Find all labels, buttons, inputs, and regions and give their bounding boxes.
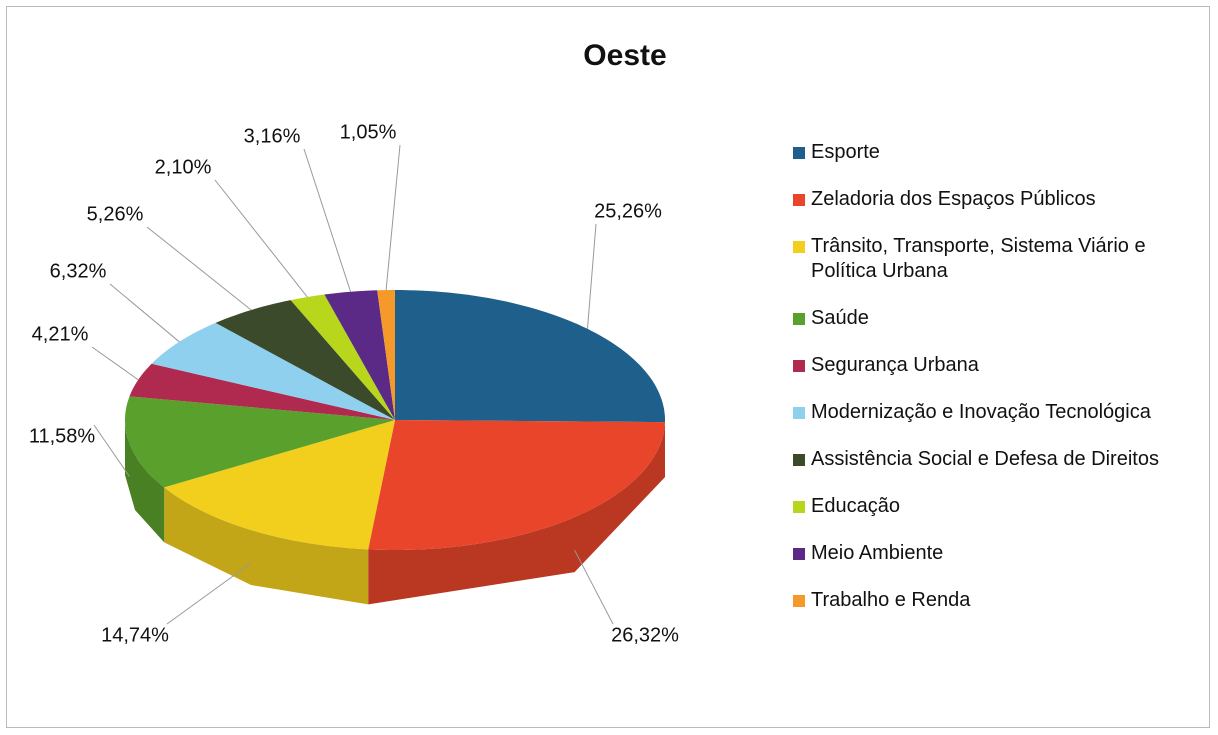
legend-swatch bbox=[793, 147, 805, 159]
legend-swatch bbox=[793, 360, 805, 372]
legend-label: Segurança Urbana bbox=[811, 354, 979, 376]
slice bbox=[164, 420, 395, 550]
leader-line bbox=[109, 283, 180, 343]
legend-label: Assistência Social e Defesa de Direitos bbox=[811, 448, 1159, 470]
legend-item: Meio Ambiente bbox=[790, 541, 1170, 566]
slice bbox=[377, 290, 395, 420]
legend-label: Saúde bbox=[811, 307, 869, 329]
slice bbox=[395, 290, 665, 423]
data-label: 6,32% bbox=[50, 260, 107, 282]
data-label: 1,05% bbox=[340, 121, 397, 143]
slice bbox=[129, 363, 395, 420]
legend-item: Esporte bbox=[790, 140, 1170, 165]
legend-item: Modernização e Inovação Tecnológica bbox=[790, 400, 1170, 425]
slice-side bbox=[125, 420, 165, 543]
slice-side bbox=[368, 422, 665, 605]
slice bbox=[151, 322, 395, 420]
slice bbox=[368, 420, 665, 550]
slice bbox=[324, 290, 395, 420]
legend-swatch bbox=[793, 454, 805, 466]
legend-label: Meio Ambiente bbox=[811, 542, 944, 564]
legend-label: Educação bbox=[811, 495, 900, 517]
legend-label: Trabalho e Renda bbox=[811, 589, 971, 611]
leader-line bbox=[574, 549, 614, 625]
legend-label: Trânsito, Transporte, Sistema Viário e P… bbox=[811, 235, 1146, 282]
data-label: 14,74% bbox=[101, 624, 169, 646]
legend-swatch bbox=[793, 241, 805, 253]
legend-item: Assistência Social e Defesa de Direitos bbox=[790, 447, 1170, 472]
chart-title: Oeste bbox=[583, 39, 666, 72]
legend-swatch bbox=[793, 194, 805, 206]
leader-line bbox=[214, 179, 308, 298]
frame bbox=[6, 6, 1210, 728]
data-label: 11,58% bbox=[29, 425, 96, 447]
leader-line bbox=[385, 144, 401, 291]
data-label: 25,26% bbox=[594, 200, 662, 222]
leader-line bbox=[93, 424, 130, 477]
leader-line bbox=[586, 223, 597, 329]
legend: Esporte Zeladoria dos Espaços Públicos Trâ… bbox=[790, 140, 1170, 635]
data-label: 26,32% bbox=[611, 624, 679, 646]
data-label: 4,21% bbox=[32, 323, 89, 345]
slice bbox=[215, 300, 395, 420]
leader-line bbox=[303, 148, 352, 292]
legend-swatch bbox=[793, 595, 805, 607]
legend-item: Saúde bbox=[790, 306, 1170, 331]
legend-swatch bbox=[793, 501, 805, 513]
legend-item: Zeladoria dos Espaços Públicos bbox=[790, 187, 1170, 212]
legend-swatch bbox=[793, 407, 805, 419]
data-label: 5,26% bbox=[87, 203, 144, 225]
slice bbox=[290, 294, 395, 420]
legend-item: Educação bbox=[790, 494, 1170, 519]
slice-side bbox=[164, 487, 369, 605]
legend-item: Segurança Urbana bbox=[790, 353, 1170, 378]
leader-line bbox=[146, 226, 252, 311]
leader-line bbox=[91, 346, 139, 381]
legend-label: Modernização e Inovação Tecnológica bbox=[811, 401, 1151, 423]
legend-label: Zeladoria dos Espaços Públicos bbox=[811, 188, 1096, 210]
leader-line bbox=[166, 562, 252, 625]
legend-item: Trânsito, Transporte, Sistema Viário e P… bbox=[790, 234, 1170, 284]
legend-swatch bbox=[793, 548, 805, 560]
legend-swatch bbox=[793, 313, 805, 325]
legend-label: Esporte bbox=[811, 141, 880, 163]
data-label: 2,10% bbox=[155, 156, 212, 178]
legend-item: Trabalho e Renda bbox=[790, 588, 1170, 613]
slice bbox=[125, 396, 395, 488]
data-label: 3,16% bbox=[244, 125, 301, 147]
